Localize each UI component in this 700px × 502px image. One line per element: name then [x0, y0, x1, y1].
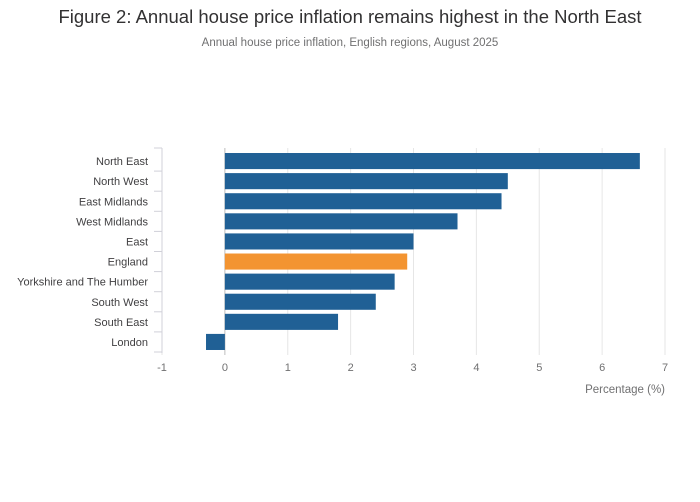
chart-subtitle: Annual house price inflation, English re…	[201, 37, 499, 49]
bar-south-east	[224, 313, 339, 330]
y-category-label: Yorkshire and The Humber	[17, 277, 148, 289]
bar-east	[224, 233, 414, 250]
x-axis-title: Percentage (%)	[585, 384, 665, 396]
y-axis: North East North West East Midlands West Mi…	[17, 147, 163, 353]
y-category-label: England	[108, 257, 148, 269]
x-tick-label: 3	[410, 362, 416, 374]
x-tick-label: 2	[348, 362, 354, 374]
bar-west-midlands	[224, 213, 458, 230]
x-tick-label: 7	[662, 362, 668, 374]
x-tick-label: 4	[473, 362, 479, 374]
chart-title: Figure 2: Annual house price inflation r…	[58, 6, 642, 27]
bar-london	[206, 333, 225, 350]
x-tick-label: 6	[599, 362, 605, 374]
bar-north-east	[224, 153, 640, 170]
y-category-label: London	[111, 337, 148, 349]
bar-north-west	[224, 173, 508, 190]
y-category-label: North East	[96, 156, 148, 168]
y-category-label: South East	[94, 317, 148, 329]
x-tick-label: -1	[157, 362, 167, 374]
x-tick-label: 1	[285, 362, 291, 374]
y-category-label: East	[126, 236, 148, 248]
x-tick-label: 5	[536, 362, 542, 374]
bar-england	[224, 253, 408, 270]
x-axis: -1 0 1 2 3 4 5 6 7	[157, 362, 668, 374]
x-tick-label: 0	[222, 362, 228, 374]
bar-yorkshire-and-the-humber	[224, 273, 395, 290]
y-category-label: South West	[91, 297, 148, 309]
bar-south-west	[224, 293, 376, 310]
y-category-label: West Midlands	[76, 216, 148, 228]
bars	[206, 153, 640, 350]
bar-east-midlands	[224, 193, 502, 210]
y-category-label: North West	[93, 176, 148, 188]
y-category-label: East Midlands	[79, 196, 149, 208]
